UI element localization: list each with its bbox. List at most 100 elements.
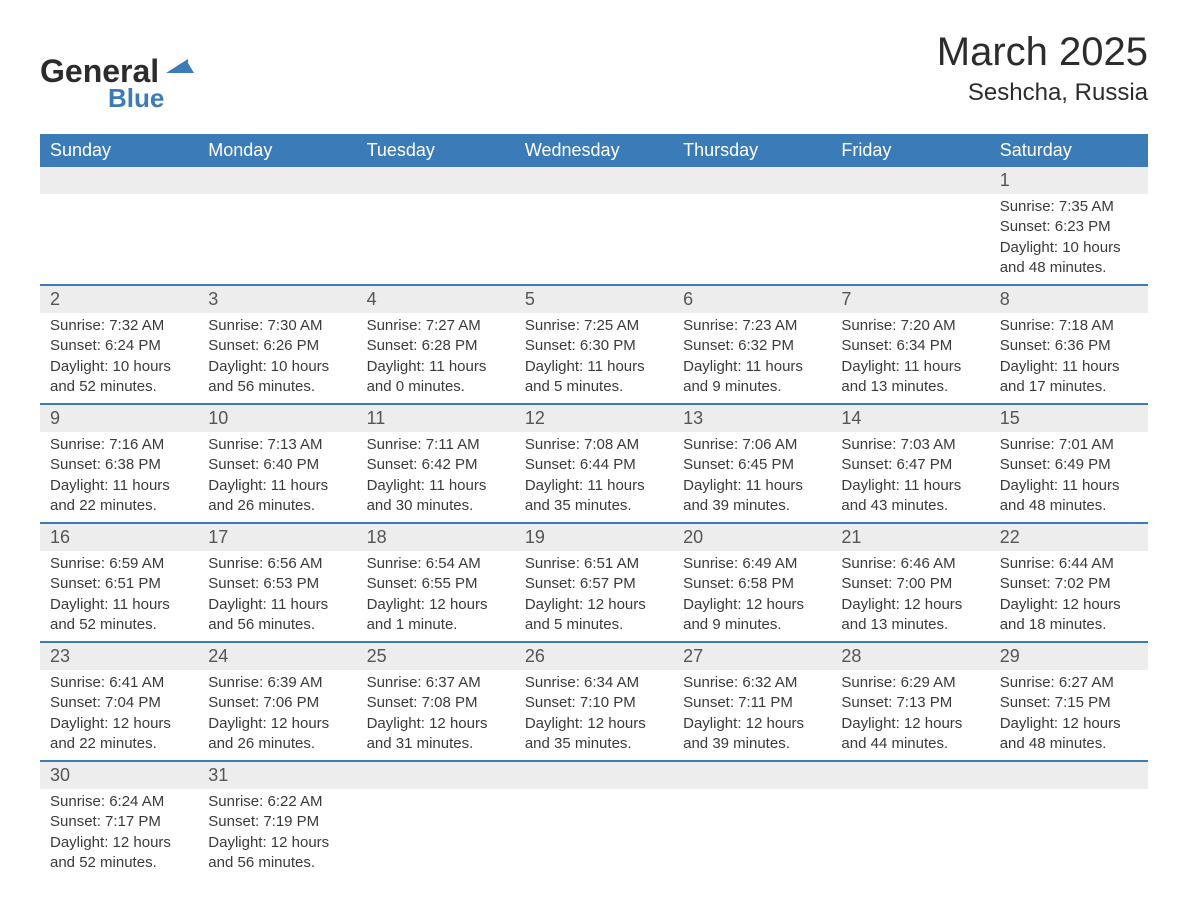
sunrise-text: Sunrise: 7:18 AM [1000,316,1138,336]
day-content-cell: Sunrise: 7:16 AMSunset: 6:38 PMDaylight:… [40,432,198,523]
sunrise-text: Sunrise: 6:41 AM [50,673,188,693]
day-number-cell: 20 [673,523,831,551]
daylight-text: Daylight: 11 hours and 26 minutes. [208,476,346,517]
day-number-cell: 7 [831,285,989,313]
day-number-row: 16171819202122 [40,523,1148,551]
day-content-row: Sunrise: 7:32 AMSunset: 6:24 PMDaylight:… [40,313,1148,404]
sunrise-text: Sunrise: 7:06 AM [683,435,821,455]
day-number-cell: 12 [515,404,673,432]
sunrise-text: Sunrise: 6:49 AM [683,554,821,574]
day-content-cell: Sunrise: 6:24 AMSunset: 7:17 PMDaylight:… [40,789,198,879]
day-number-cell: 25 [357,642,515,670]
sunset-text: Sunset: 7:04 PM [50,693,188,713]
sunrise-text: Sunrise: 6:27 AM [1000,673,1138,693]
day-number-row: 9101112131415 [40,404,1148,432]
day-number-cell: 29 [990,642,1148,670]
day-number-cell: 28 [831,642,989,670]
daylight-text: Daylight: 11 hours and 17 minutes. [1000,357,1138,398]
daylight-text: Daylight: 12 hours and 26 minutes. [208,714,346,755]
sunset-text: Sunset: 6:45 PM [683,455,821,475]
sunrise-text: Sunrise: 6:51 AM [525,554,663,574]
day-number-cell: 4 [357,285,515,313]
day-content-cell: Sunrise: 7:30 AMSunset: 6:26 PMDaylight:… [198,313,356,404]
day-number-cell: 18 [357,523,515,551]
logo-triangle-icon [166,55,194,80]
daylight-text: Daylight: 12 hours and 39 minutes. [683,714,821,755]
daylight-text: Daylight: 11 hours and 22 minutes. [50,476,188,517]
day-content-cell [198,194,356,285]
day-number-cell: 11 [357,404,515,432]
sunset-text: Sunset: 6:36 PM [1000,336,1138,356]
day-content-cell: Sunrise: 7:35 AMSunset: 6:23 PMDaylight:… [990,194,1148,285]
sunset-text: Sunset: 6:47 PM [841,455,979,475]
title-block: March 2025 Seshcha, Russia [937,30,1148,107]
day-header: Friday [831,134,989,167]
sunset-text: Sunset: 7:02 PM [1000,574,1138,594]
day-number-cell [357,167,515,194]
sunset-text: Sunset: 6:38 PM [50,455,188,475]
day-content-cell: Sunrise: 7:01 AMSunset: 6:49 PMDaylight:… [990,432,1148,523]
day-number-cell: 10 [198,404,356,432]
day-number-cell: 14 [831,404,989,432]
day-number-cell: 21 [831,523,989,551]
day-number-cell: 8 [990,285,1148,313]
sunrise-text: Sunrise: 7:01 AM [1000,435,1138,455]
month-title: March 2025 [937,30,1148,75]
day-number-row: 23242526272829 [40,642,1148,670]
day-number-cell [515,167,673,194]
day-content-cell: Sunrise: 7:13 AMSunset: 6:40 PMDaylight:… [198,432,356,523]
day-content-cell [831,789,989,879]
sunset-text: Sunset: 6:30 PM [525,336,663,356]
day-content-cell: Sunrise: 6:41 AMSunset: 7:04 PMDaylight:… [40,670,198,761]
sunset-text: Sunset: 6:24 PM [50,336,188,356]
sunset-text: Sunset: 7:13 PM [841,693,979,713]
sunset-text: Sunset: 6:49 PM [1000,455,1138,475]
day-content-cell: Sunrise: 6:44 AMSunset: 7:02 PMDaylight:… [990,551,1148,642]
day-number-row: 2345678 [40,285,1148,313]
daylight-text: Daylight: 12 hours and 22 minutes. [50,714,188,755]
day-content-cell: Sunrise: 7:25 AMSunset: 6:30 PMDaylight:… [515,313,673,404]
calendar-table: Sunday Monday Tuesday Wednesday Thursday… [40,134,1148,879]
sunrise-text: Sunrise: 6:59 AM [50,554,188,574]
daylight-text: Daylight: 10 hours and 56 minutes. [208,357,346,398]
day-number-cell: 5 [515,285,673,313]
sunset-text: Sunset: 6:44 PM [525,455,663,475]
day-content-cell: Sunrise: 6:56 AMSunset: 6:53 PMDaylight:… [198,551,356,642]
daylight-text: Daylight: 12 hours and 31 minutes. [367,714,505,755]
day-number-cell: 6 [673,285,831,313]
day-content-cell: Sunrise: 6:51 AMSunset: 6:57 PMDaylight:… [515,551,673,642]
day-content-row: Sunrise: 7:16 AMSunset: 6:38 PMDaylight:… [40,432,1148,523]
daylight-text: Daylight: 11 hours and 0 minutes. [367,357,505,398]
daylight-text: Daylight: 12 hours and 48 minutes. [1000,714,1138,755]
day-content-cell: Sunrise: 6:32 AMSunset: 7:11 PMDaylight:… [673,670,831,761]
sunset-text: Sunset: 6:28 PM [367,336,505,356]
sunset-text: Sunset: 7:00 PM [841,574,979,594]
day-number-cell [990,761,1148,789]
day-content-cell: Sunrise: 6:27 AMSunset: 7:15 PMDaylight:… [990,670,1148,761]
header: General Blue March 2025 Seshcha, Russia [40,30,1148,114]
logo: General Blue [40,55,194,114]
day-number-cell: 9 [40,404,198,432]
day-content-cell: Sunrise: 7:32 AMSunset: 6:24 PMDaylight:… [40,313,198,404]
day-content-cell: Sunrise: 7:03 AMSunset: 6:47 PMDaylight:… [831,432,989,523]
daylight-text: Daylight: 12 hours and 35 minutes. [525,714,663,755]
daylight-text: Daylight: 11 hours and 9 minutes. [683,357,821,398]
sunset-text: Sunset: 6:26 PM [208,336,346,356]
daylight-text: Daylight: 11 hours and 35 minutes. [525,476,663,517]
day-content-row: Sunrise: 7:35 AMSunset: 6:23 PMDaylight:… [40,194,1148,285]
sunset-text: Sunset: 7:08 PM [367,693,505,713]
day-number-cell [40,167,198,194]
day-content-row: Sunrise: 6:59 AMSunset: 6:51 PMDaylight:… [40,551,1148,642]
day-number-cell: 19 [515,523,673,551]
day-number-cell [831,761,989,789]
day-content-cell [515,194,673,285]
sunrise-text: Sunrise: 6:29 AM [841,673,979,693]
day-content-cell: Sunrise: 6:22 AMSunset: 7:19 PMDaylight:… [198,789,356,879]
day-number-cell: 30 [40,761,198,789]
day-content-cell: Sunrise: 6:59 AMSunset: 6:51 PMDaylight:… [40,551,198,642]
sunrise-text: Sunrise: 7:03 AM [841,435,979,455]
daylight-text: Daylight: 11 hours and 56 minutes. [208,595,346,636]
day-header: Sunday [40,134,198,167]
day-number-cell: 22 [990,523,1148,551]
day-header: Thursday [673,134,831,167]
